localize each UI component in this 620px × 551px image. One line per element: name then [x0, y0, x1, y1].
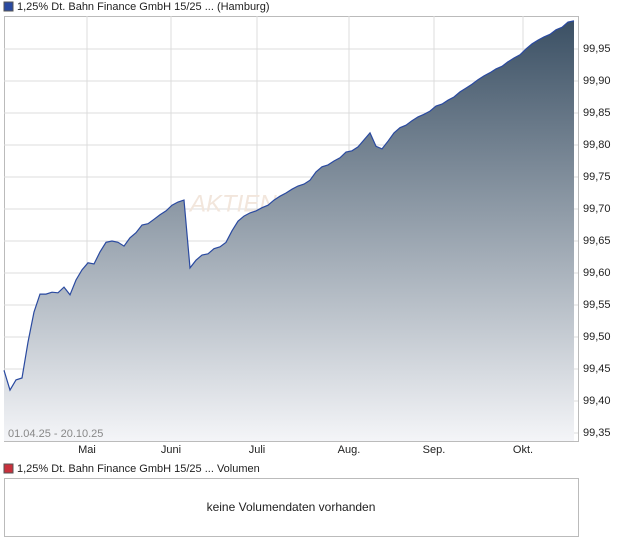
y-tick-label: 99,80 [583, 139, 611, 151]
y-tick-label: 99,60 [583, 267, 611, 279]
y-tick-label: 99,95 [583, 43, 611, 55]
area [4, 20, 574, 442]
plot [3, 20, 575, 442]
line [3, 20, 575, 392]
volume-panel [4, 478, 579, 537]
y-tick-label: 99,50 [583, 331, 611, 343]
x-tick-label: Mai [78, 444, 96, 456]
y-tick-label: 99,70 [583, 203, 611, 215]
legend-swatch [3, 1, 14, 12]
y-tick-label: 99,65 [583, 235, 611, 247]
y-tick-label: 99,40 [583, 395, 611, 407]
x-tick-label: Sep. [423, 444, 446, 456]
date-range: 01.04.25 - 20.10.25 [8, 428, 103, 440]
y-tick-label: 99,45 [583, 363, 611, 375]
x-tick-label: Okt. [513, 444, 533, 456]
x-tick-label: Juli [249, 444, 266, 456]
legend-swatch [3, 463, 14, 474]
y-tick-label: 99,90 [583, 75, 611, 87]
chart-title: 1,25% Dt. Bahn Finance GmbH 15/25 ... (H… [17, 1, 270, 13]
volume-title: 1,25% Dt. Bahn Finance GmbH 15/25 ... Vo… [17, 463, 260, 475]
y-tick-label: 99,35 [583, 427, 611, 439]
y-tick-label: 99,85 [583, 107, 611, 119]
volume-message: keine Volumendaten vorhanden [207, 500, 376, 514]
x-tick-label: Juni [161, 444, 181, 456]
x-tick-label: Aug. [338, 444, 361, 456]
y-tick-label: 99,75 [583, 171, 611, 183]
y-tick-label: 99,55 [583, 299, 611, 311]
